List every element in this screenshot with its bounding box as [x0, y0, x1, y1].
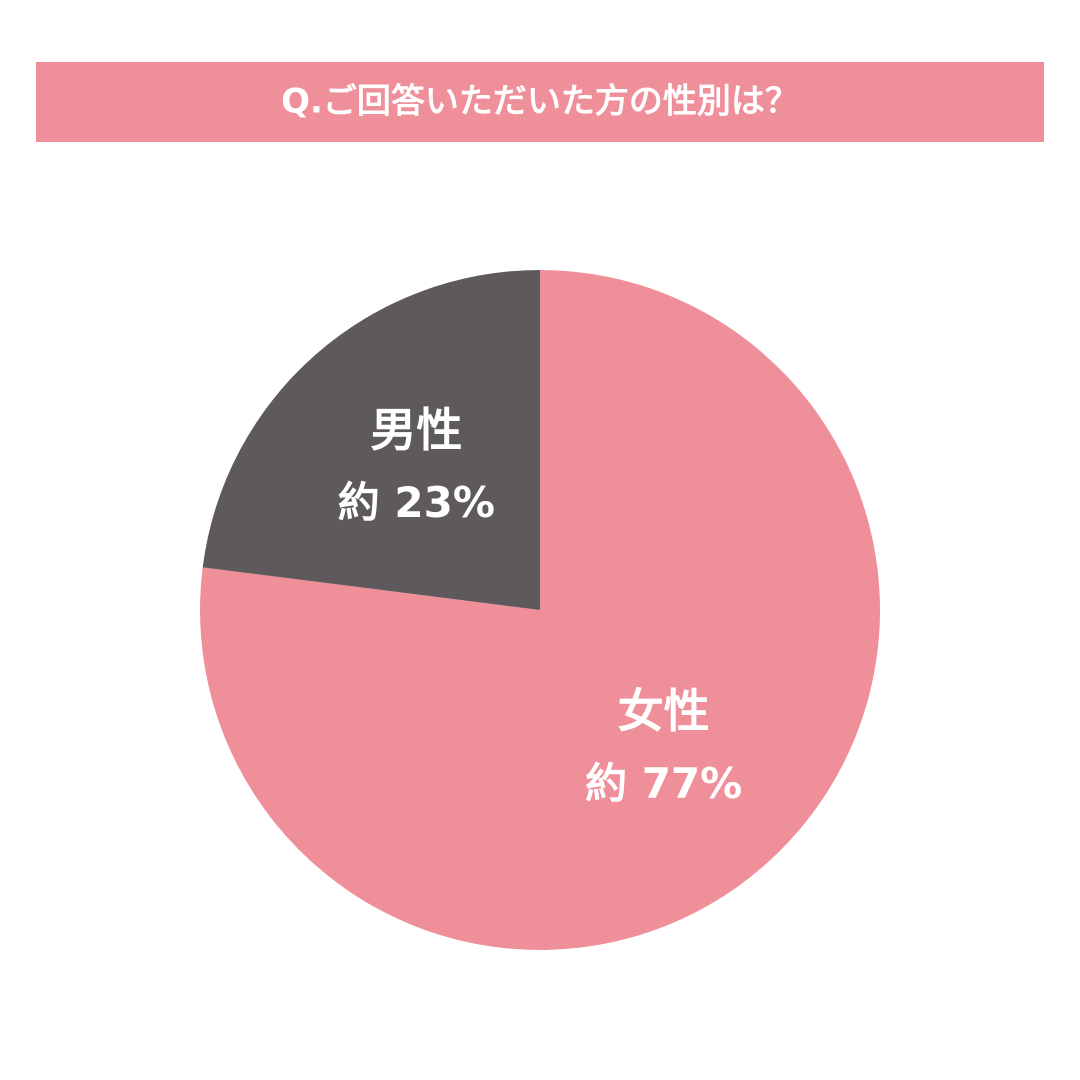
value-label: 約 23%: [338, 478, 495, 527]
value-label: 約 77%: [585, 759, 742, 808]
pie-slice: [202, 270, 540, 610]
title-bar: [36, 62, 1044, 142]
slice-label: 男性: [370, 403, 462, 457]
chart-title: Q.ご回答いただいた方の性別は？: [281, 82, 799, 122]
slice-label: 女性: [618, 684, 710, 738]
